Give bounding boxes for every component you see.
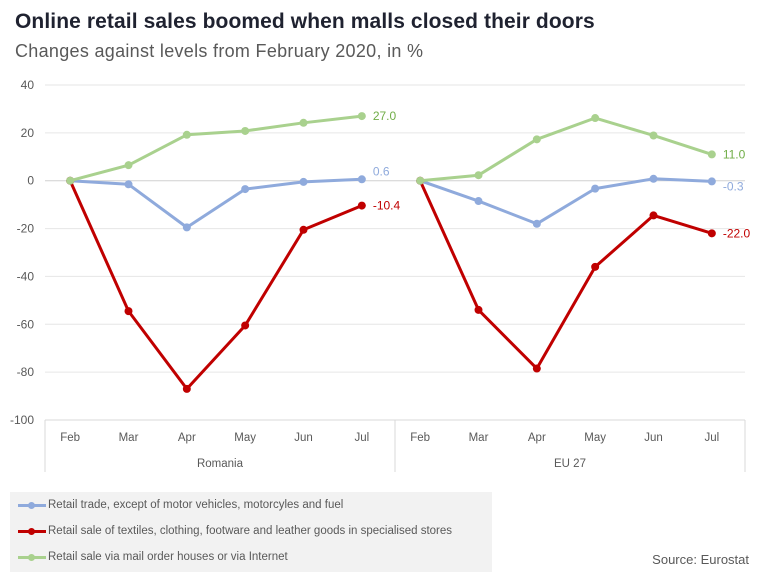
data-point (591, 184, 600, 193)
series-line (420, 116, 713, 183)
data-point (474, 197, 483, 206)
y-tick-label: -100 (10, 413, 34, 427)
legend-item-retail-trade: Retail trade, except of motor vehicles, … (18, 498, 343, 512)
data-point (124, 180, 133, 189)
data-point (182, 130, 191, 139)
data-point (532, 364, 541, 373)
legend-swatch-green-icon (18, 550, 46, 564)
data-point (241, 126, 250, 135)
y-tick-label: -20 (17, 222, 35, 236)
data-label: 0.6 (373, 164, 390, 178)
data-point (707, 229, 716, 238)
series-layer (66, 112, 716, 393)
x-tick-label: Mar (469, 432, 489, 444)
data-point (474, 305, 483, 314)
legend-label: Retail sale via mail order houses or via… (48, 551, 288, 563)
chart-title: Online retail sales boomed when malls cl… (15, 10, 595, 33)
x-tick-label: Apr (528, 432, 546, 444)
source-note: Source: Eurostat (652, 552, 749, 567)
y-tick-label: 0 (27, 174, 34, 188)
data-point (299, 118, 308, 127)
data-point (124, 307, 133, 316)
data-point (241, 185, 250, 194)
series-line (68, 180, 363, 391)
group-label: Romania (197, 458, 244, 470)
data-point (474, 171, 483, 180)
y-tick-label: 20 (21, 126, 35, 140)
data-point (532, 135, 541, 144)
y-tick-label: -60 (17, 317, 35, 331)
data-point (241, 321, 250, 330)
x-tick-label: Mar (119, 432, 139, 444)
legend-item-textiles: Retail sale of textiles, clothing, footw… (18, 524, 452, 538)
data-point (649, 131, 658, 140)
data-label: -10.4 (373, 199, 401, 213)
data-point (182, 384, 191, 393)
data-point (591, 262, 600, 271)
data-point (649, 174, 658, 183)
y-tick-label: 40 (21, 78, 35, 92)
x-tick-label: Jul (704, 432, 719, 444)
x-axis: Feb Mar Apr May Jun Jul Romania Feb Mar Apr May Jun… (44, 419, 746, 472)
data-label: 11.0 (723, 147, 746, 161)
legend-swatch-red-icon (18, 524, 46, 538)
data-point (182, 223, 191, 232)
legend-label: Retail trade, except of motor vehicles, … (48, 499, 344, 511)
x-tick-label: May (584, 432, 606, 444)
end-labels: 0.6 -10.4 27.0 -0.3 -22.0 11.0 (373, 109, 751, 240)
data-point (124, 161, 133, 170)
data-point (299, 225, 308, 234)
group-label: EU 27 (554, 458, 586, 470)
series-line (69, 114, 363, 183)
data-point (532, 219, 541, 228)
data-point (66, 176, 75, 185)
data-point (357, 175, 366, 184)
legend: Retail trade, except of motor vehicles, … (10, 492, 492, 572)
gridlines (45, 84, 745, 373)
legend-item-internet: Retail sale via mail order houses or via… (18, 550, 288, 564)
data-label: -0.3 (723, 179, 744, 193)
series-line (418, 180, 713, 371)
data-point (649, 211, 658, 220)
x-tick-label: Jun (294, 432, 313, 444)
chart-subtitle: Changes against levels from February 202… (15, 41, 424, 61)
data-point (357, 201, 366, 210)
data-point (357, 112, 366, 121)
x-tick-label: Apr (178, 432, 196, 444)
data-label: -22.0 (723, 226, 751, 240)
series-line (419, 177, 712, 226)
legend-label: Retail sale of textiles, clothing, footw… (48, 525, 453, 537)
data-point (299, 177, 308, 186)
y-tick-label: -40 (17, 269, 35, 283)
data-point (707, 177, 716, 186)
data-point (416, 176, 425, 185)
y-axis-ticks: 40 20 0 -20 -40 -60 -80 -100 (10, 78, 34, 427)
x-tick-label: Feb (60, 432, 80, 444)
y-tick-label: -80 (17, 365, 35, 379)
x-tick-label: Feb (410, 432, 430, 444)
series-line (70, 177, 362, 229)
x-tick-label: Jun (644, 432, 663, 444)
data-point (591, 114, 600, 123)
x-tick-label: May (234, 432, 256, 444)
x-tick-label: Jul (354, 432, 369, 444)
legend-swatch-blue-icon (18, 498, 46, 512)
data-label: 27.0 (373, 109, 397, 123)
data-point (707, 150, 716, 159)
